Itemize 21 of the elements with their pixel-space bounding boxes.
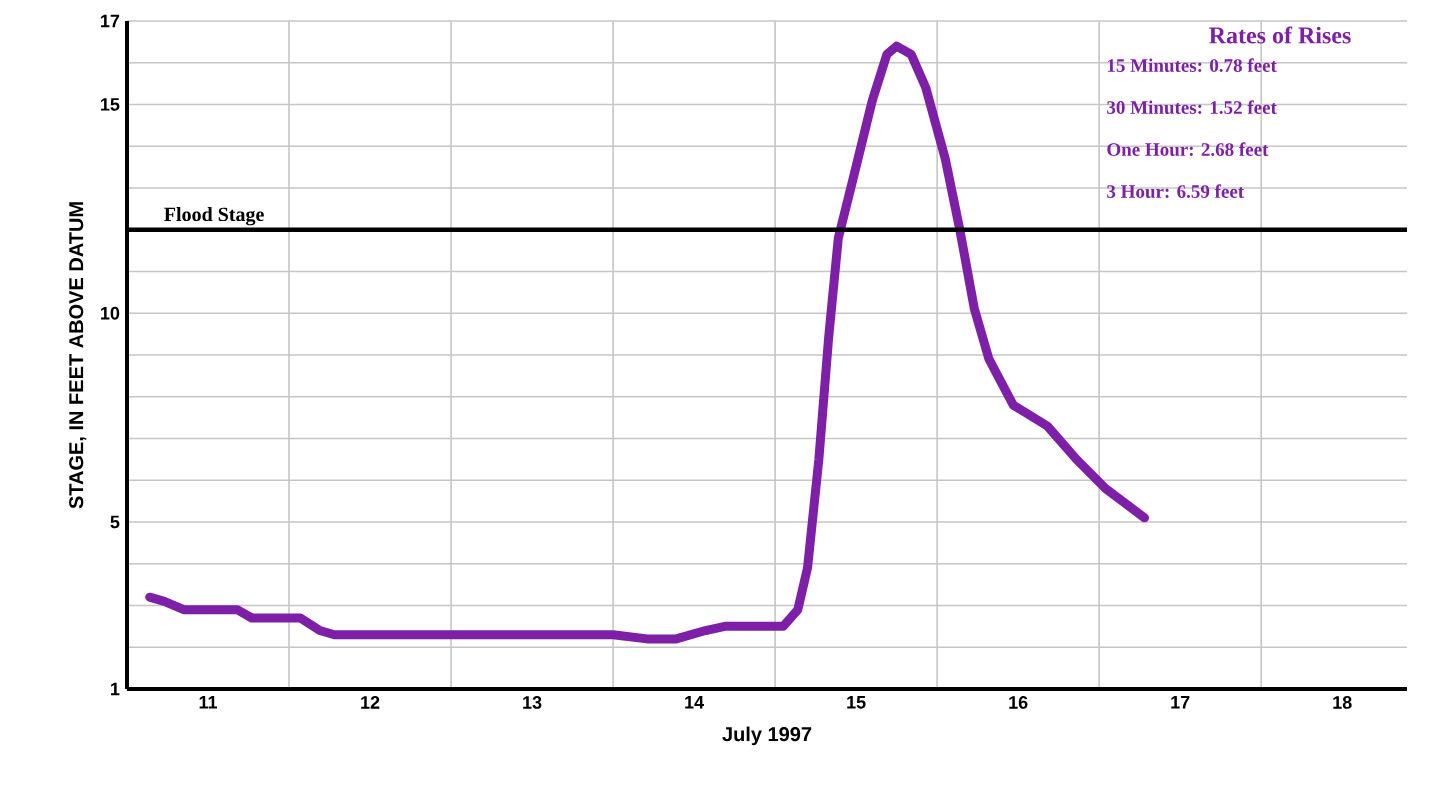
x-tick-label: 16 bbox=[1009, 696, 1028, 709]
x-tick-label: 15 bbox=[847, 696, 866, 709]
x-tick-label: 14 bbox=[685, 696, 704, 709]
x-tick-label: 13 bbox=[523, 696, 542, 709]
annotation: 3 Hour: 6.59 feet bbox=[1107, 184, 1245, 199]
ref-line-label: Flood Stage bbox=[164, 207, 264, 226]
x-tick-label: 17 bbox=[1171, 696, 1190, 709]
y-tick-label: 1 bbox=[111, 682, 120, 696]
x-axis-title: July 1997 bbox=[722, 726, 812, 746]
annotation: Rates of Rises bbox=[1209, 26, 1351, 44]
annotation: 15 Minutes: 0.78 feet bbox=[1107, 58, 1277, 73]
y-tick-label: 10 bbox=[101, 306, 120, 320]
x-tick-label: 11 bbox=[199, 696, 218, 709]
y-tick-label: 15 bbox=[101, 98, 120, 111]
annotation: 30 Minutes: 1.52 feet bbox=[1107, 100, 1277, 115]
y-tick-label: 5 bbox=[110, 515, 120, 529]
annotation: One Hour: 2.68 feet bbox=[1107, 142, 1269, 157]
y-tick-label: 17 bbox=[101, 14, 120, 28]
x-tick-label: 18 bbox=[1333, 696, 1352, 709]
x-tick-label: 12 bbox=[361, 696, 380, 709]
y-axis-title: STAGE, IN FEET ABOVE DATUM bbox=[69, 202, 87, 509]
